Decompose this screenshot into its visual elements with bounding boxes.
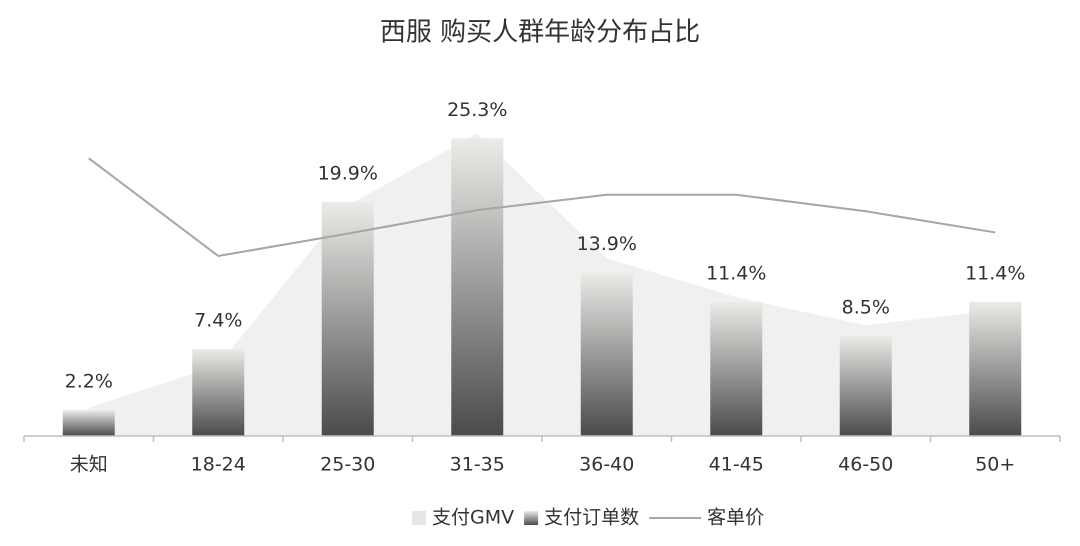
data-label: 2.2% <box>65 371 113 393</box>
bar <box>62 410 115 436</box>
legend-swatch <box>524 511 539 525</box>
x-tick-label: 31-35 <box>450 454 505 476</box>
x-tick-label: 41-45 <box>709 454 764 476</box>
legend-swatch <box>412 511 426 525</box>
x-tick-label: 36-40 <box>579 454 634 476</box>
line <box>88 157 996 258</box>
chart-title: 西服 购买人群年龄分布占比 <box>380 18 700 48</box>
data-label: 11.4% <box>965 262 1025 284</box>
x-tick-label: 50+ <box>975 454 1015 476</box>
bar <box>969 301 1022 436</box>
data-label: 8.5% <box>842 296 890 318</box>
data-label: 11.4% <box>706 262 766 284</box>
data-label: 19.9% <box>318 162 378 184</box>
x-tick-label: 46-50 <box>838 454 893 476</box>
area <box>88 133 996 436</box>
legend-label: 支付订单数 <box>544 507 639 529</box>
data-label: 25.3% <box>447 99 507 121</box>
data-label: 7.4% <box>194 309 242 331</box>
x-tick-label: 未知 <box>70 454 108 476</box>
bar <box>710 301 763 436</box>
x-tick-label: 18-24 <box>191 454 246 476</box>
data-label: 13.9% <box>577 233 637 255</box>
bar <box>192 348 245 436</box>
legend-label: 客单价 <box>707 507 764 529</box>
x-tick-label: 25-30 <box>320 454 375 476</box>
bar <box>580 272 633 436</box>
bar <box>321 201 374 436</box>
bar <box>839 335 892 436</box>
bar <box>451 138 504 436</box>
legend-label: 支付GMV <box>432 507 514 529</box>
